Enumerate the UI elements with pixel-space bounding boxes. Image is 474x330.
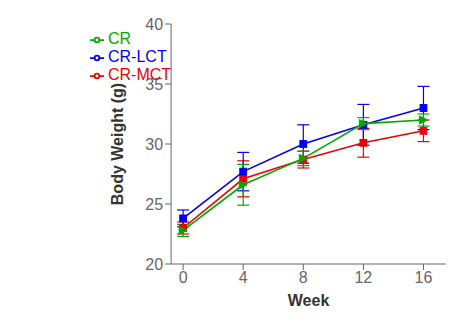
svg-text:40: 40: [145, 16, 163, 33]
svg-text:35: 35: [145, 76, 163, 93]
svg-text:Body Weight (g): Body Weight (g): [109, 83, 126, 205]
svg-text:4: 4: [239, 269, 248, 286]
svg-text:30: 30: [145, 136, 163, 153]
svg-text:Week: Week: [288, 292, 330, 309]
svg-text:25: 25: [145, 196, 163, 213]
svg-text:8: 8: [299, 269, 308, 286]
svg-text:20: 20: [145, 256, 163, 273]
svg-text:0: 0: [179, 269, 188, 286]
svg-text:12: 12: [354, 269, 372, 286]
svg-text:16: 16: [415, 269, 433, 286]
